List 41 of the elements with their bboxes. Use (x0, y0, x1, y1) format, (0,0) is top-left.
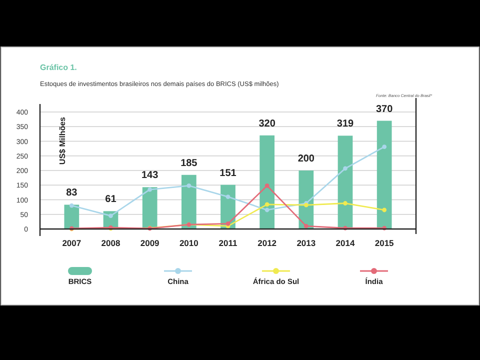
x-tick-label: 2009 (140, 238, 160, 248)
point (108, 214, 113, 218)
data-label: 200 (298, 154, 315, 164)
bar (260, 135, 275, 229)
x-tick-label: 2012 (258, 238, 277, 248)
y-axis-title: US$ Milhões (58, 116, 67, 165)
point (382, 144, 387, 150)
point (343, 166, 348, 171)
bar (338, 136, 353, 229)
point (264, 202, 270, 207)
x-tick-label: 2015 (374, 238, 394, 248)
bar (142, 187, 158, 229)
point (148, 187, 152, 192)
point (264, 208, 270, 212)
data-label: 320 (258, 118, 276, 130)
data-label: 185 (180, 158, 198, 169)
point (226, 222, 230, 226)
data-label: 151 (220, 168, 237, 179)
x-tick-label: 2011 (218, 238, 238, 248)
data-label: 83 (66, 188, 78, 199)
bar (298, 170, 314, 229)
x-tick-label: 2014 (336, 238, 355, 248)
chart-title: Gráfico 1. (40, 63, 77, 72)
point (186, 184, 192, 188)
data-label: 370 (376, 104, 394, 115)
data-label: 61 (105, 194, 117, 206)
point (343, 201, 348, 206)
point (382, 208, 387, 212)
bar (376, 120, 392, 229)
x-tick-label: 2007 (62, 238, 82, 248)
x-tick-label: 2008 (101, 238, 120, 248)
point (304, 224, 308, 228)
point (264, 184, 270, 188)
bar (64, 204, 80, 229)
x-tick-label: 2010 (179, 238, 199, 248)
data-label: 319 (336, 118, 354, 130)
point (69, 203, 74, 208)
x-tick-label: 2013 (296, 238, 316, 248)
bar (181, 174, 196, 229)
point (226, 194, 230, 200)
data-label: 143 (141, 170, 159, 182)
